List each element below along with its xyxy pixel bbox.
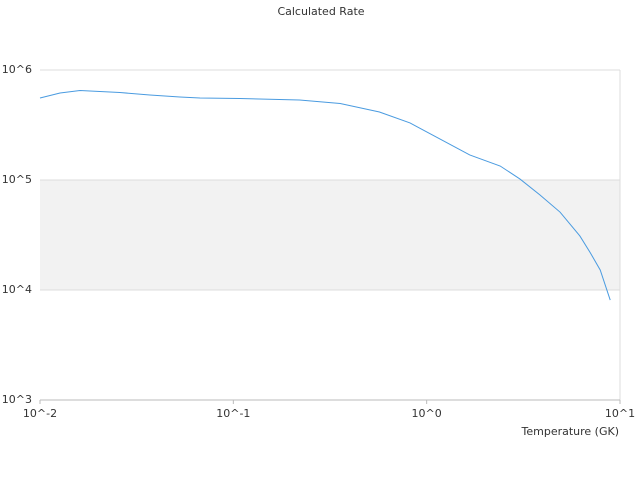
x-tick-label: 10^-2 xyxy=(23,407,57,420)
x-tick-label: 10^0 xyxy=(412,407,442,420)
grid-band xyxy=(40,180,620,290)
x-tick-label: 10^-1 xyxy=(216,407,250,420)
y-tick-label: 10^6 xyxy=(2,63,32,76)
data-line xyxy=(39,90,611,301)
y-tick-label: 10^5 xyxy=(2,173,32,186)
chart-title: Calculated Rate xyxy=(277,5,364,18)
y-tick-label: 10^3 xyxy=(2,393,32,406)
y-tick-label: 10^4 xyxy=(2,283,32,296)
x-tick-label: 10^1 xyxy=(605,407,635,420)
x-axis-label: Temperature (GK) xyxy=(521,425,620,438)
